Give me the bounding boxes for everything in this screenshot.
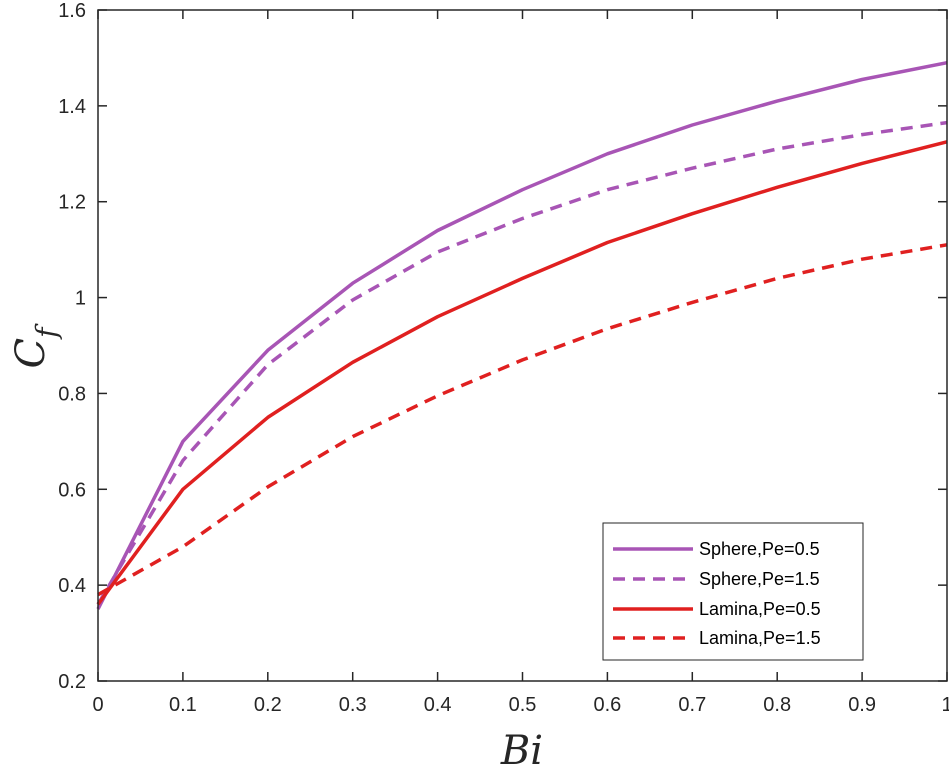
x-tick-label: 0 xyxy=(92,694,103,716)
y-tick-label: 1.6 xyxy=(58,0,86,22)
y-tick-label: 1 xyxy=(75,288,86,310)
x-tick-label: 1 xyxy=(941,694,949,716)
y-axis-title-main: C xyxy=(8,338,54,369)
series-line-1 xyxy=(96,60,948,610)
x-tick-label: 0.7 xyxy=(678,694,706,716)
legend-label-4: Lamina,Pe=1.5 xyxy=(699,628,821,648)
y-tick-label: 1.2 xyxy=(58,192,86,214)
y-tick-label: 0.8 xyxy=(58,383,86,405)
legend: Sphere,Pe=0.5 Sphere,Pe=1.5 Lamina,Pe=0.5 L… xyxy=(602,522,864,661)
series-line-3 xyxy=(96,140,948,606)
series-layer xyxy=(96,60,948,610)
y-tick-label: 0.6 xyxy=(58,479,86,501)
legend-box xyxy=(602,522,864,661)
series-line-4 xyxy=(97,243,948,597)
y-axis-title-sub: f xyxy=(30,323,63,340)
y-axis-title: Cf xyxy=(8,323,63,369)
x-tick-label: 0.1 xyxy=(169,694,197,716)
series-line-2 xyxy=(96,120,948,606)
svg-text:Cf: Cf xyxy=(8,323,63,369)
legend-label-3: Lamina,Pe=0.5 xyxy=(699,599,821,619)
y-tick-label: 0.2 xyxy=(58,671,86,693)
x-tick-label: 0.6 xyxy=(593,694,621,716)
tick-layer: 0 0.1 0.2 0.3 0.4 0.5 0.6 0.7 0.8 0.9 1 0.2 0.4 0.6 0.… xyxy=(58,0,949,716)
x-tick-label: 0.9 xyxy=(848,694,876,716)
x-axis-title: Bi xyxy=(500,728,543,771)
x-tick-label: 0.3 xyxy=(339,694,367,716)
legend-label-1: Sphere,Pe=0.5 xyxy=(699,539,820,559)
x-tick-label: 0.4 xyxy=(424,694,452,716)
y-tick-label: 1.4 xyxy=(58,96,86,118)
x-tick-label: 0.8 xyxy=(763,694,791,716)
legend-label-2: Sphere,Pe=1.5 xyxy=(699,569,820,589)
x-tick-label: 0.5 xyxy=(509,694,537,716)
y-tick-label: 0.4 xyxy=(58,575,86,597)
x-tick-label: 0.2 xyxy=(254,694,282,716)
